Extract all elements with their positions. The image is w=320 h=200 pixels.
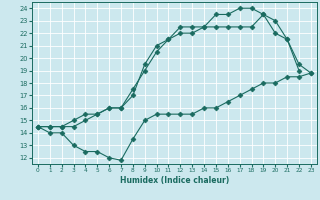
X-axis label: Humidex (Indice chaleur): Humidex (Indice chaleur) <box>120 176 229 185</box>
